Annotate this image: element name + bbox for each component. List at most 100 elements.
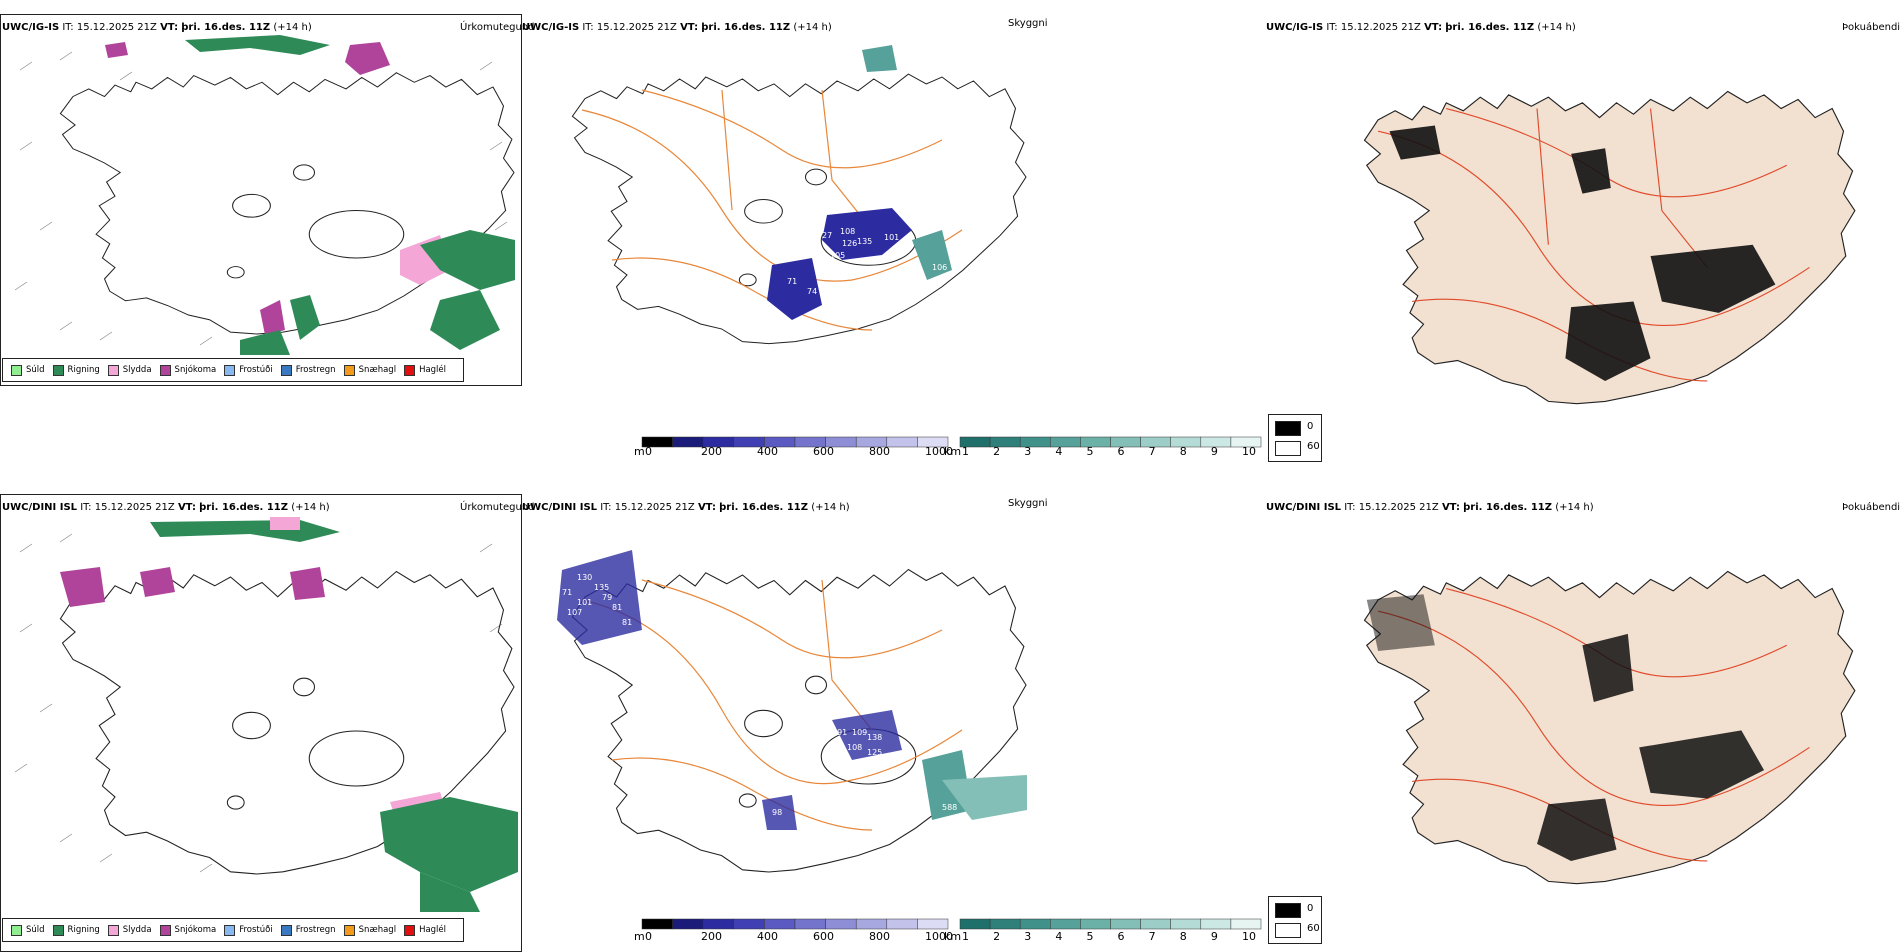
- row0-title-visibility: UWC/IG-IS IT: 15.12.2025 21Z VT: þri. 16…: [522, 22, 832, 33]
- colorbar-segment: [1140, 918, 1171, 930]
- row0-title-fog: UWC/IG-IS IT: 15.12.2025 21Z VT: þri. 16…: [1266, 22, 1576, 33]
- colorbar-segment: [989, 918, 1021, 930]
- colorbar-tick-label: 6: [1117, 445, 1125, 458]
- colorbar-tick-label: 8: [1179, 445, 1187, 458]
- visibility-unit: km: [944, 445, 962, 458]
- legend-item: Rigning: [52, 364, 100, 376]
- fog-map-row0: [1363, 90, 1856, 405]
- precip-legend-row0: Súld Rigning Slydda Snjókoma Frostúði Fr…: [2, 358, 464, 382]
- cloudbase-ticks-row0: 0 200 400 600 800 1000: [645, 445, 953, 459]
- colorbar-segment: [794, 918, 826, 930]
- colorbar-tick-label: 200: [701, 445, 722, 458]
- legend-item: Slydda: [107, 924, 152, 936]
- colorbar-segment: [959, 918, 991, 930]
- colorbar-tick-label: 1: [962, 445, 969, 458]
- colorbar-segment: [764, 918, 796, 930]
- colorbar-tick-label: 8: [1179, 930, 1187, 943]
- cloudbase-colorbar-row0: [641, 436, 949, 448]
- colorbar-segment: [855, 918, 888, 930]
- legend-item: Frostúði: [224, 924, 273, 936]
- vis-label: 101: [577, 598, 592, 607]
- vis-labels: 27 108 126 135 101 105 106 71 74: [787, 227, 947, 296]
- roads: [581, 89, 963, 331]
- visibility-colorbar-row1: [959, 918, 1262, 930]
- panel-title-fog: Þokuábendi: [1842, 22, 1900, 33]
- panel-title-precip-type: Úrkomutegund: [460, 22, 535, 33]
- cloudbase-areas: [767, 45, 952, 320]
- colorbar-tick-label: 600: [813, 930, 834, 943]
- colorbar-tick-label: 5: [1086, 930, 1094, 943]
- colorbar-tick-label: 1: [962, 930, 969, 943]
- legend-item: Snæhagl: [343, 364, 396, 376]
- row1-title-precip: UWC/DINI ISL IT: 15.12.2025 21Z VT: þri.…: [2, 502, 330, 513]
- vis-label: 105: [830, 251, 845, 260]
- vis-label: 71: [562, 588, 572, 597]
- colorbar-segment: [672, 918, 704, 930]
- vis-label: 588: [942, 803, 957, 812]
- colorbar-tick-label: 400: [757, 930, 778, 943]
- colorbar-tick-label: 5: [1086, 445, 1094, 458]
- legend-item: Rigning: [52, 924, 100, 936]
- vis-label: 135: [857, 237, 872, 246]
- colorbar-tick-label: 10: [1242, 445, 1256, 458]
- vis-label: 126: [842, 239, 857, 248]
- precip-areas: [105, 35, 515, 355]
- legend-item: Frostregn: [280, 364, 336, 376]
- legend-item: Snæhagl: [343, 924, 396, 936]
- row1-title-fog: UWC/DINI ISL IT: 15.12.2025 21Z VT: þri.…: [1266, 502, 1594, 513]
- legend-item: Haglél: [404, 924, 446, 936]
- colorbar-segment: [886, 918, 918, 930]
- colorbar-segment: [1080, 918, 1111, 930]
- vis-label: 138: [867, 733, 882, 742]
- vis-label: 101: [884, 233, 899, 242]
- cloudbase-unit: m: [634, 445, 645, 458]
- vis-label: 109: [852, 728, 867, 737]
- colorbar-tick-label: 6: [1117, 930, 1125, 943]
- legend-item: Súld: [11, 924, 45, 936]
- colorbar-tick-label: 9: [1210, 445, 1218, 458]
- colorbar-tick-label: 4: [1055, 930, 1063, 943]
- wind-barbs: [14, 51, 508, 346]
- colorbar-segment: [917, 918, 949, 930]
- legend-item: Súld: [11, 364, 45, 376]
- legend-item: Snjókoma: [159, 364, 216, 376]
- visibility-map-row1: 130 135 81 101 71 79 107 81 191 109 138 …: [557, 550, 1027, 873]
- legend-item: Frostúði: [224, 364, 273, 376]
- colorbar-segment: [1230, 436, 1262, 448]
- visibility-map-row0: 27 108 126 135 101 105 106 71 74: [571, 45, 1027, 345]
- colorbar-segment: [1170, 918, 1202, 930]
- legend-item: Snjókoma: [159, 924, 216, 936]
- model-name: UWC/IG-IS: [2, 22, 60, 33]
- colorbar-tick-label: 2: [993, 930, 1001, 943]
- colorbar-tick-label: 0: [645, 445, 652, 458]
- colorbar-segment: [1019, 918, 1051, 930]
- colorbar-tick-label: 3: [1024, 445, 1032, 458]
- vis-label: 98: [772, 808, 782, 817]
- vis-label: 107: [567, 608, 582, 617]
- fog-map-row1: [1363, 570, 1856, 885]
- visibility-colorbar-row0: [959, 436, 1262, 448]
- vis-label: 106: [932, 263, 947, 272]
- fog-legend-row0: 0 60: [1268, 414, 1322, 462]
- cloudbase-colorbar-row1: [641, 918, 949, 930]
- colorbar-tick-label: 600: [813, 445, 834, 458]
- precip-panel-row0: [0, 14, 522, 386]
- vis-label: 27: [822, 231, 832, 240]
- colorbar-tick-label: 400: [757, 445, 778, 458]
- colorbar-tick-label: 7: [1148, 930, 1156, 943]
- vis-label: 81: [622, 618, 632, 627]
- colorbar-tick-label: 200: [701, 930, 722, 943]
- colorbar-tick-label: 9: [1210, 930, 1218, 943]
- colorbar-tick-label: 4: [1055, 445, 1063, 458]
- vis-label: 74: [807, 287, 817, 296]
- colorbar-segment: [1110, 918, 1141, 930]
- fog-legend-row1: 0 60: [1268, 896, 1322, 944]
- visibility-ticks-row1: 1 2 3 4 5 6 7 8 9 10: [962, 930, 1262, 944]
- vis-label: 81: [612, 603, 622, 612]
- colorbar-segment: [917, 436, 949, 448]
- row0-title-precip: UWC/IG-IS IT: 15.12.2025 21Z VT: þri. 16…: [2, 22, 312, 33]
- colorbar-segment: [641, 918, 673, 930]
- colorbar-tick-label: 2: [993, 445, 1001, 458]
- panel-title-visibility: Skyggni: [1008, 18, 1048, 29]
- vis-label: 71: [787, 277, 797, 286]
